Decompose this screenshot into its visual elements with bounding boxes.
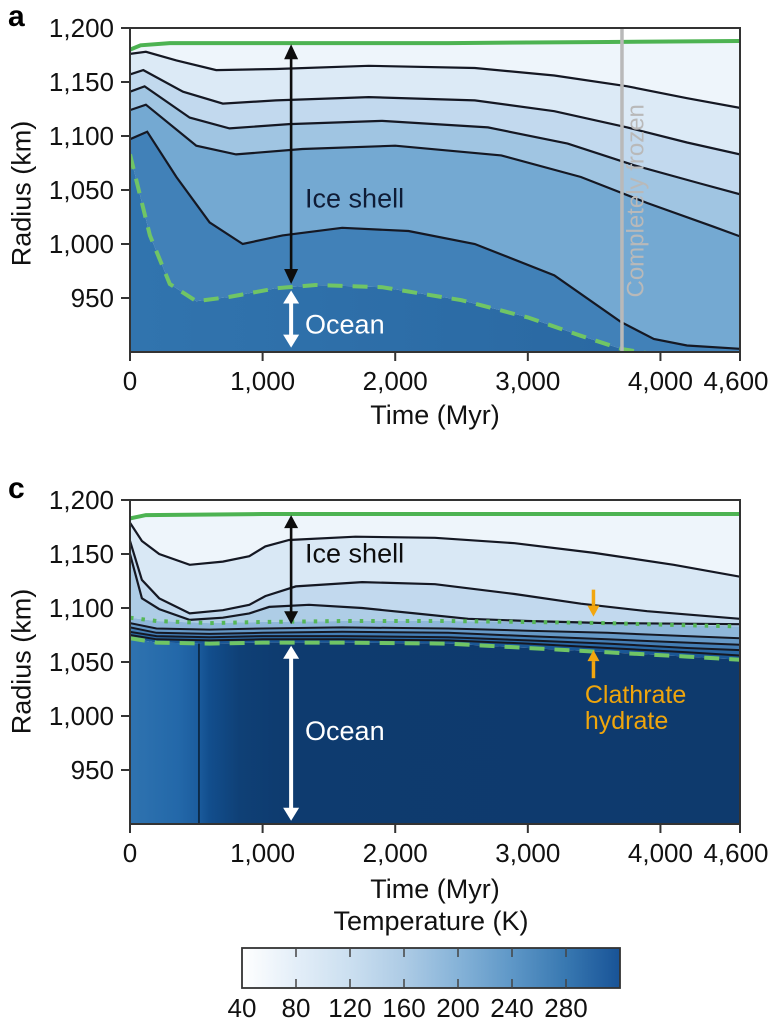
colorbar-tick-label: 160 [382, 993, 425, 1023]
panel-a-y-tick-label: 1,100 [49, 121, 114, 151]
panel-c-ice-shell-extent-arrow-head-down [284, 611, 299, 625]
panel-c-clathrate-top-arrow-head [587, 605, 600, 617]
panel-c-line-contour-1 [130, 522, 740, 578]
panel-c-ocean-label: Ocean [305, 716, 385, 746]
panel-a-letter: a [8, 0, 25, 33]
panel-c-ocean-extent-arrow-head-up [283, 645, 300, 659]
panel-c-line-surface-line [130, 512, 740, 521]
panel-c-band-ocean-top-dashed [130, 638, 740, 824]
panel-a-y-tick-label: 1,000 [49, 229, 114, 259]
panel-c-line-bundle-3 [130, 630, 740, 652]
panel-a-ice-shell-extent-arrow-head-up [284, 44, 299, 60]
panel-c-clathrate-label-line2: hydrate [585, 707, 668, 735]
panel-c-ice-shell-label: Ice shell [305, 539, 404, 569]
panel-c-letter: c [8, 472, 25, 505]
panel-a-band-ocean-top-dashed [130, 154, 740, 352]
panel-a-line-contour-3 [130, 85, 740, 196]
panel-c-x-tick-label: 0 [123, 838, 137, 868]
panel-c-band-bundle-3 [130, 631, 740, 656]
panel-a-ocean-label: Ocean [305, 310, 385, 340]
panel-a-band-contour-4 [130, 104, 740, 349]
panel-a-band-contour-5 [130, 131, 740, 352]
panel-c-line-bundle-2 [130, 626, 740, 646]
panel-c-ocean-extent-arrow-head-down [283, 807, 300, 821]
panel-c-x-tick-label: 1,000 [230, 838, 295, 868]
panel-a-band-contour-1 [130, 51, 740, 155]
panel-c-band-surface-line [130, 514, 740, 577]
colorbar-tick-label: 40 [228, 993, 257, 1023]
panel-a-band-surface-line [130, 41, 740, 108]
panel-c-band-contour-3 [130, 554, 740, 627]
panel-a-y-tick-label: 950 [71, 283, 114, 313]
panel-a-y-tick-label: 1,150 [49, 67, 114, 97]
panel-a-band-contour-3 [130, 86, 740, 237]
colorbar-tick-label: 120 [328, 993, 371, 1023]
panel-c-clathrate-label-line1: Clathrate [585, 681, 686, 709]
panel-c-y-tick-label: 1,050 [49, 647, 114, 677]
panel-a-line-contour-1 [130, 50, 740, 109]
panel-a-x-tick-label: 4,600 [703, 366, 768, 396]
x-axis-label-a: Time (Myr) [370, 400, 500, 430]
panel-a-y-tick-label: 1,050 [49, 175, 114, 205]
panel-c-x-tick-label: 4,600 [703, 838, 768, 868]
panel-c-x-tick-label: 3,000 [495, 838, 560, 868]
panel-a-ocean-extent-arrow-head-down [283, 334, 300, 348]
panel-c-y-tick-label: 1,150 [49, 539, 114, 569]
panel-a-line-contour-5 [130, 130, 740, 350]
panel-c-band-contour-2 [130, 541, 740, 625]
y-axis-label-c: Radius (km) [6, 588, 37, 735]
panel-c-y-tick-label: 1,000 [49, 701, 114, 731]
colorbar-title: Temperature (K) [333, 906, 529, 936]
x-axis-label-c: Time (Myr) [370, 874, 500, 904]
panel-a-x-tick-label: 1,000 [230, 366, 295, 396]
panel-a-y-tick-label: 1,200 [49, 13, 114, 43]
colorbar-tick-label: 80 [282, 993, 311, 1023]
panel-c-line-contour-2 [130, 540, 740, 620]
colorbar [241, 947, 621, 989]
panel-a-line-contour-2 [130, 68, 740, 156]
panel-a-completely-frozen-label: Completely frozen [622, 104, 649, 297]
panel-a-x-tick-label: 0 [123, 366, 137, 396]
panel-c-clathrate-bottom-arrow-head [587, 650, 600, 662]
panel-c-y-tick-label: 950 [71, 755, 114, 785]
panel-c-x-tick-label: 4,000 [628, 838, 693, 868]
panel-a-x-tick-label: 3,000 [495, 366, 560, 396]
panel-a-line-contour-4 [130, 103, 740, 238]
panel-a-x-tick-label: 4,000 [628, 366, 693, 396]
panel-c-x-tick-label: 2,000 [363, 838, 428, 868]
panel-a-ice-shell-label: Ice shell [305, 183, 404, 213]
panel-a-ocean-extent-arrow-head-up [283, 290, 300, 304]
panel-c-line-ocean-top-dashed [130, 636, 740, 662]
panel-a-x-tick-label: 2,000 [363, 366, 428, 396]
colorbar-tick-label: 200 [436, 993, 479, 1023]
colorbar-tick-label: 240 [490, 993, 533, 1023]
panel-c-band-contour-1 [130, 522, 740, 619]
panel-c-ice-shell-extent-arrow-head-up [284, 515, 299, 529]
y-axis-label-a: Radius (km) [6, 120, 37, 267]
panel-a-ice-shell-extent-arrow-head-down [284, 268, 299, 284]
panel-a-plot: Completely frozen Ice shell Ocean [130, 28, 740, 352]
panel-c-y-tick-label: 1,200 [49, 485, 114, 515]
panel-a-line-surface-line [130, 39, 740, 52]
panel-c-line-contour-3 [130, 553, 740, 626]
panel-c-line-bundle-4 [130, 634, 740, 657]
panel-c-y-tick-label: 1,100 [49, 593, 114, 623]
panel-c-line-bundle-1 [130, 622, 740, 640]
colorbar-tick-label: 280 [544, 993, 587, 1023]
panel-c-line-clathrate-top-dotted [130, 615, 740, 629]
